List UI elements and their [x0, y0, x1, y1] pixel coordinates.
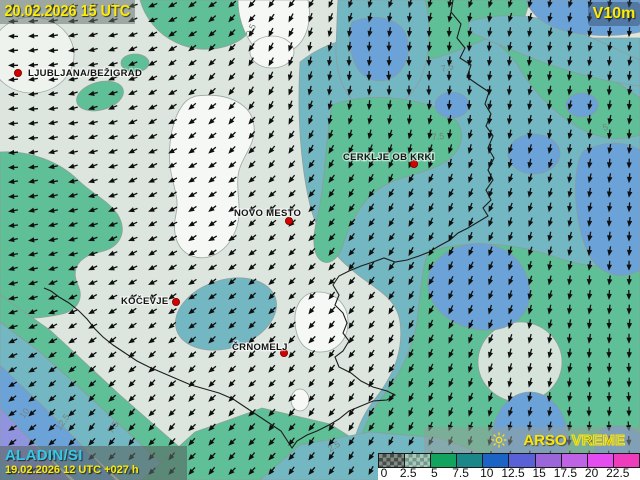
legend-cell	[535, 454, 562, 467]
product-name: VREME	[571, 431, 625, 449]
city-label: NOVO MESTO	[234, 208, 301, 219]
legend-tick-label: 5	[431, 466, 438, 480]
contour-label: 7.5	[440, 61, 455, 74]
sun-icon	[491, 432, 507, 448]
wind-arrows-layer	[8, 0, 633, 476]
legend-tick-label: 20	[584, 466, 599, 480]
city-markers-layer: LJUBLJANA/BEŽIGRAD CERKLJE OB KRKI NOVO ME…	[13, 66, 435, 357]
country-border-line	[43, 0, 495, 449]
branding-bar: ARSO VREME	[424, 427, 640, 453]
model-run-label: 19.02.2026 12 UTC +027 h	[5, 464, 139, 476]
contour-label: 5	[601, 122, 609, 133]
legend-tick-label: 22.5	[606, 466, 630, 480]
legend-labels: 0 2.5 5 7.5 10 12.5 15 17.5 20 22.5	[378, 466, 640, 480]
valid-time-label: 20.02.2026 15 UTC	[0, 0, 135, 24]
city-marker	[409, 159, 418, 168]
city-marker	[13, 69, 22, 78]
legend-cell	[587, 454, 614, 467]
legend-tick-label: 2.5	[399, 466, 417, 480]
legend-cell	[457, 454, 484, 467]
legend-cell	[613, 454, 639, 467]
contour-label: 10	[17, 406, 31, 420]
model-name: ALADIN/SI	[5, 447, 83, 464]
city-label: ČRNOMELJ	[232, 341, 288, 353]
legend-tick-label: 15	[532, 466, 546, 480]
legend-cell	[561, 454, 588, 467]
legend-cell	[483, 454, 510, 467]
legend-tick-label: 12.5	[501, 466, 525, 480]
wind-speed-legend: 0 2.5 5 7.5 10 12.5 15 17.5 20 22.5	[378, 453, 640, 480]
legend-cell	[431, 454, 458, 467]
contour-label: 2.5	[244, 22, 258, 38]
city-label: LJUBLJANA/BEŽIGRAD	[28, 67, 142, 79]
city-marker	[284, 216, 293, 225]
legend-cell	[509, 454, 536, 467]
city-label: CERKLJE OB KRKI	[343, 152, 435, 163]
legend-tick-label: 10	[480, 466, 494, 480]
legend-cell	[379, 454, 406, 467]
legend-cells	[378, 453, 640, 468]
model-info-box: ALADIN/SI 19.02.2026 12 UTC +027 h	[0, 446, 187, 480]
legend-cell	[405, 454, 432, 467]
contour-label: 7.5	[431, 131, 444, 142]
legend-tick-label: 17.5	[553, 466, 578, 480]
field-name-label: V10m	[588, 2, 640, 26]
city-marker	[171, 297, 180, 306]
city-label: KOČEVJE	[121, 295, 169, 307]
agency-name: ARSO	[523, 431, 567, 449]
legend-tick-label: 7.5	[452, 466, 469, 480]
legend-tick-label: 0	[380, 466, 388, 480]
city-marker	[279, 348, 288, 357]
